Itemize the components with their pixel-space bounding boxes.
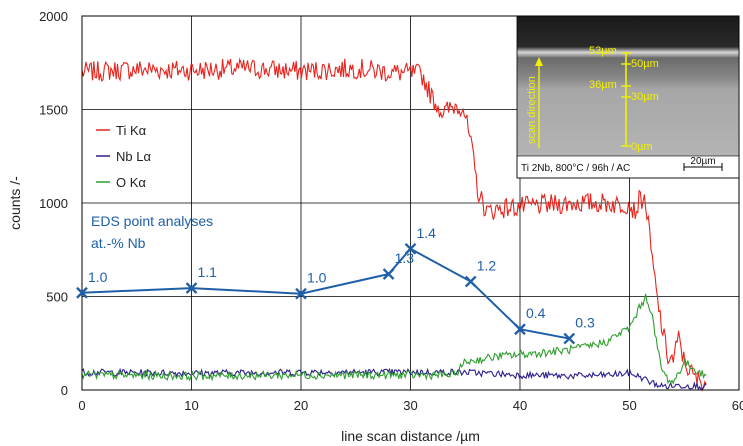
x-tick-label: 10 (184, 398, 198, 413)
y-axis-label: counts /- (7, 176, 23, 230)
eds-point-label: 1.4 (417, 225, 437, 241)
inset-label-0: 0µm (631, 141, 653, 153)
eds-marker-stroke (563, 332, 576, 345)
eds-point-label: 1.2 (477, 258, 497, 274)
legend-label: Nb Lα (116, 149, 151, 164)
eds-point-label: 1.3 (395, 250, 415, 266)
y-tick-label: 500 (46, 290, 68, 305)
eds-title-line2: at.-% Nb (91, 235, 146, 251)
legend-label: Ti Kα (116, 123, 147, 138)
eds-point-label: 1.0 (307, 270, 327, 286)
eds-point-marker (295, 287, 307, 300)
inset-caption: Ti 2Nb, 800°C / 96h / AC (521, 163, 630, 174)
series-line (81, 293, 707, 385)
legend: Ti Kα Nb Lα O Kα (96, 123, 151, 190)
x-axis-label: line scan distance /µm (341, 428, 480, 444)
series-line (81, 57, 707, 392)
inset-label-30: 30µm (631, 91, 659, 103)
eds-point-label: 1.0 (88, 269, 108, 285)
eds-marker-stroke (295, 287, 307, 300)
inset-label-50: 50µm (631, 58, 659, 70)
inset-label-53: 53µm (589, 45, 617, 57)
eds-point-marker (382, 268, 395, 280)
eds-line (81, 247, 570, 340)
scan-direction-label: scan direction (526, 76, 538, 144)
legend-label: O Kα (116, 175, 146, 190)
tick-labels: 0 10 20 30 40 50 60 0 500 1000 1500 2000 (39, 9, 743, 413)
eds-marker-stroke (464, 275, 477, 288)
y-tick-label: 1500 (39, 103, 68, 118)
eds-point-marker (404, 242, 417, 255)
y-tick-label: 2000 (39, 9, 68, 24)
series-line (81, 367, 707, 391)
x-tick-label: 30 (403, 398, 417, 413)
eds-marker-stroke (76, 286, 88, 299)
y-tick-label: 0 (61, 383, 68, 398)
eds-point-label: 0.4 (526, 305, 546, 321)
eds-marker-stroke (382, 268, 395, 280)
x-tick-label: 60 (732, 398, 743, 413)
eds-point-label: 0.3 (575, 315, 595, 331)
eds-point-marker (514, 323, 526, 336)
inset-border (516, 15, 740, 179)
eds-point-marker (185, 282, 198, 294)
x-tick-label: 40 (513, 398, 527, 413)
scale-bar-label: 20µm (690, 156, 715, 167)
eds-marker-stroke (185, 282, 198, 294)
eds-point-label: 1.1 (198, 264, 218, 280)
eds-marker-stroke (404, 242, 417, 255)
eds-marker-stroke (514, 323, 526, 336)
eds-point-marker (76, 286, 88, 299)
x-tick-label: 0 (78, 398, 85, 413)
eds-title-line1: EDS point analyses (91, 213, 213, 229)
x-tick-label: 20 (294, 398, 308, 413)
eds-point-series: 1.0 1.1 1.0 1.31.4 1.2 0.4 0.3 (76, 225, 595, 345)
x-tick-label: 50 (622, 398, 636, 413)
sem-micrograph-inset: 53µm 50µm 36µm 30µm 0µm scan direction Ti 2Nb,… (516, 15, 740, 179)
plot-frame (81, 15, 740, 391)
inset-label-36: 36µm (589, 79, 617, 91)
series-layer (81, 57, 707, 392)
scan-arrow-head (535, 57, 543, 66)
eds-point-marker (464, 275, 477, 288)
eds-point-marker (563, 332, 576, 345)
y-tick-label: 1000 (39, 196, 68, 211)
